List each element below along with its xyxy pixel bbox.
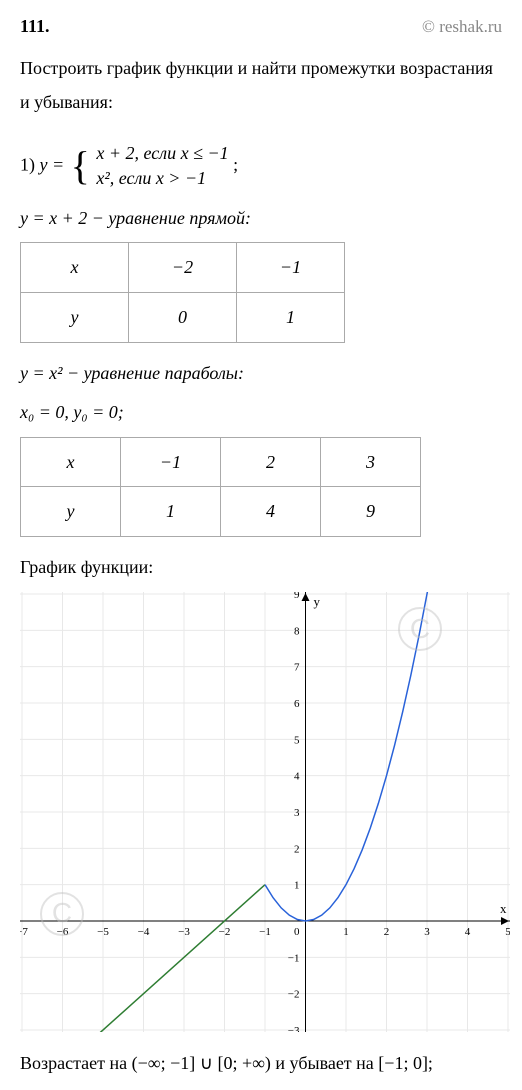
svg-text:5: 5 bbox=[294, 734, 300, 746]
svg-text:−2: −2 bbox=[219, 926, 231, 938]
svg-text:−1: −1 bbox=[288, 952, 300, 964]
parabola-desc: y = x² − уравнение параболы: bbox=[20, 359, 502, 388]
case-1: x + 2, если x ≤ −1 bbox=[96, 141, 228, 166]
linear-desc: y = x + 2 − уравнение прямой: bbox=[20, 204, 502, 233]
svg-text:4: 4 bbox=[294, 771, 300, 783]
svg-text:4: 4 bbox=[465, 926, 471, 938]
table-parabola: x −1 2 3 y 1 4 9 bbox=[20, 437, 421, 538]
vertex-line: x₀ = 0, y₀ = 0; bbox=[20, 398, 502, 427]
site-credit: © reshak.ru bbox=[422, 13, 502, 40]
svg-text:3: 3 bbox=[294, 807, 300, 819]
table-row: y 0 1 bbox=[21, 293, 345, 343]
svg-text:−1: −1 bbox=[259, 926, 271, 938]
svg-text:9: 9 bbox=[294, 592, 300, 601]
case-2: x², если x > −1 bbox=[96, 166, 228, 191]
svg-text:0: 0 bbox=[294, 926, 300, 938]
svg-text:−2: −2 bbox=[288, 989, 300, 1001]
svg-text:7: 7 bbox=[294, 662, 300, 674]
svg-text:y: y bbox=[314, 594, 321, 609]
svg-text:5: 5 bbox=[505, 926, 510, 938]
table-linear: x −2 −1 y 0 1 bbox=[20, 242, 345, 343]
svg-text:2: 2 bbox=[384, 926, 390, 938]
task-prompt: Построить график функции и найти промежу… bbox=[20, 51, 502, 119]
svg-text:−7: −7 bbox=[20, 926, 28, 938]
table-row: x −2 −1 bbox=[21, 243, 345, 293]
svg-text:8: 8 bbox=[294, 625, 300, 637]
svg-text:−3: −3 bbox=[178, 926, 190, 938]
svg-text:1: 1 bbox=[294, 880, 300, 892]
table-row: y 1 4 9 bbox=[21, 487, 421, 537]
part-index: 1) bbox=[20, 154, 40, 174]
svg-text:−5: −5 bbox=[97, 926, 109, 938]
svg-text:−6: −6 bbox=[57, 926, 69, 938]
svg-text:6: 6 bbox=[294, 698, 300, 710]
y-equals: y = bbox=[40, 154, 69, 174]
problem-number: 111. bbox=[20, 12, 50, 41]
watermark-text: reshak.ru bbox=[0, 804, 15, 1021]
svg-text:−4: −4 bbox=[138, 926, 150, 938]
svg-text:3: 3 bbox=[424, 926, 430, 938]
chart-label: График функции: bbox=[20, 553, 502, 582]
trailing-semicolon: ; bbox=[233, 154, 238, 174]
brace-icon: { bbox=[71, 156, 90, 176]
svg-text:1: 1 bbox=[343, 926, 349, 938]
chart-container: reshak.ru reshak.ru C C −7−6−5−4−3−2−112… bbox=[20, 592, 502, 1041]
table-row: x −1 2 3 bbox=[21, 437, 421, 487]
cases: x + 2, если x ≤ −1 x², если x > −1 bbox=[96, 141, 228, 191]
header: 111. © reshak.ru bbox=[20, 12, 502, 41]
svg-text:2: 2 bbox=[294, 843, 300, 855]
answer-line: Возрастает на (−∞; −1] ∪ [0; +∞) и убыва… bbox=[20, 1049, 502, 1078]
svg-text:−3: −3 bbox=[288, 1025, 300, 1032]
svg-text:x: x bbox=[500, 901, 507, 916]
piecewise-def: 1) y = { x + 2, если x ≤ −1 x², если x >… bbox=[20, 141, 502, 191]
function-chart: −7 −6 −5 −4 −3 −2 −1 1 2 3 4 5 −3 −2 −1 1 2 3 4 5 6 7 8 9 0 x y bbox=[20, 592, 510, 1032]
